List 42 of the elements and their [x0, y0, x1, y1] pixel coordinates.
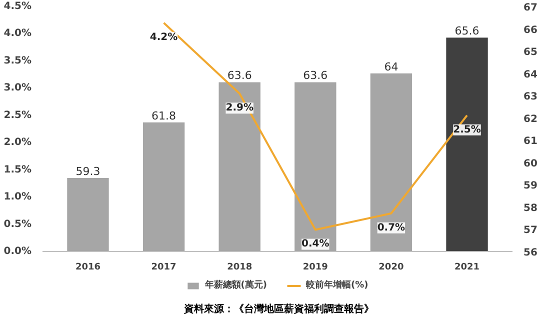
data-label: 64 — [384, 60, 398, 74]
y2-tick-label: 67 — [524, 2, 538, 14]
y-tick-label: 4.5% — [4, 1, 32, 12]
y2-tick-label: 60 — [524, 158, 538, 170]
data-label: 65.6 — [454, 24, 480, 38]
data-label: 61.8 — [152, 109, 176, 122]
data-label: 59.3 — [76, 165, 100, 178]
y-tick-label: 2.0% — [4, 137, 32, 148]
legend-label: 較前年增幅(%) — [306, 279, 368, 292]
data-label: 2.9% — [226, 102, 254, 114]
y2-tick-label: 65 — [524, 47, 538, 58]
y-tick-label: 1.0% — [4, 192, 32, 203]
y-tick-label: 1.5% — [4, 164, 32, 176]
y2-tick-label: 59 — [524, 180, 538, 192]
y-tick-label: 3.0% — [4, 82, 32, 94]
data-label: 4.2% — [150, 32, 178, 43]
y2-tick-label: 66 — [524, 24, 538, 36]
legend-label: 年薪總額(萬元) — [204, 278, 267, 292]
y2-tick-label: 56 — [524, 248, 538, 258]
x-tick-label: 2018 — [227, 262, 252, 272]
y2-tick-label: 64 — [524, 69, 538, 80]
x-tick-label: 2020 — [378, 262, 404, 272]
y-tick-label: 0.5% — [4, 218, 32, 230]
y2-tick-label: 58 — [524, 202, 538, 214]
x-tick-label: 2019 — [302, 262, 328, 272]
data-label: 0.4% — [302, 238, 330, 250]
data-label: 0.7% — [377, 222, 406, 234]
data-label: 63.6 — [303, 69, 328, 82]
y2-tick-label: 57 — [524, 225, 538, 236]
y-tick-label: 3.5% — [4, 55, 32, 66]
y-tick-label: 4.0% — [4, 28, 32, 40]
y2-tick-label: 62 — [524, 114, 538, 125]
y2-tick-label: 61 — [524, 136, 538, 148]
x-tick-label: 2021 — [454, 262, 480, 272]
y-tick-label: 0.0% — [4, 246, 32, 257]
data-label: 63.6 — [227, 69, 252, 82]
source-note: 資料來源：《台灣地區薪資福利調查報告》 — [184, 303, 374, 317]
x-tick-label: 2016 — [75, 262, 101, 272]
y2-tick-label: 63 — [524, 92, 538, 103]
data-label: 2.5% — [453, 124, 481, 136]
y-tick-label: 2.5% — [4, 110, 32, 121]
x-tick-label: 2017 — [151, 262, 176, 272]
